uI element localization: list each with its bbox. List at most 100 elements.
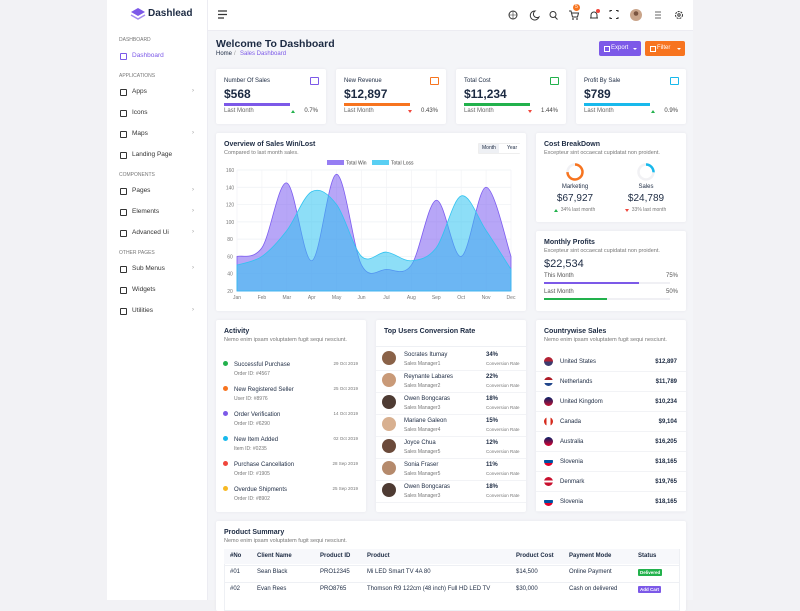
sidebar-item[interactable]: Apps <box>132 88 147 95</box>
x-tick-label: Feb <box>258 295 267 301</box>
sidebar-item[interactable]: Landing Page <box>132 151 173 158</box>
country-flag <box>544 417 553 426</box>
table-cell: Evan Rees <box>257 586 287 592</box>
activity-date: 14 Oct 2019 <box>333 411 358 416</box>
row-divider <box>536 471 686 472</box>
user-role: Sales Manager5 <box>404 449 441 455</box>
sidebar-item[interactable]: Sub Menus <box>132 265 165 272</box>
breadcrumb-separator: / <box>234 51 236 57</box>
user-name: Mariane Galeon <box>404 418 447 424</box>
table-header-cell: Payment Mode <box>569 553 612 559</box>
profit-bar <box>544 282 639 284</box>
user-rate-label: Conversion Rate <box>486 405 520 410</box>
card-title: Cost BreakDown <box>544 141 601 148</box>
menu-toggle[interactable] <box>218 10 228 19</box>
y-tick-label: 40 <box>227 272 233 278</box>
product-summary-card: Product Summary Nemo enim ipsam voluptate… <box>216 521 686 611</box>
x-tick-label: Nov <box>482 295 491 301</box>
toggle-option[interactable]: Year <box>504 144 521 153</box>
user-rate-label: Conversion Rate <box>486 427 520 432</box>
header-button[interactable]: Filter <box>645 41 685 56</box>
activity-title: Successful Purchase <box>234 362 291 368</box>
page-title: Welcome To Dashboard <box>216 38 335 50</box>
legend-label: Total Win <box>346 161 367 167</box>
card-subtitle: Excepteur sint occaecat cupidatat non pr… <box>544 248 660 254</box>
activity-date: 28 Sep 2019 <box>332 461 358 466</box>
table-cell: Thomson R9 122cm (48 inch) Full HD LED T… <box>367 586 491 592</box>
y-tick-label: 80 <box>227 237 233 243</box>
y-tick-label: 160 <box>226 168 235 174</box>
user-rate-label: Conversion Rate <box>486 383 520 388</box>
activity-title: Purchase Cancellation <box>234 462 295 468</box>
activity-dot <box>223 386 228 391</box>
activity-sub: Order ID: #1905 <box>234 471 270 477</box>
breadcrumb-home[interactable]: Home <box>216 51 233 57</box>
user-rate: 11% <box>486 462 498 468</box>
sales-chart: 20 40 60 80 100 120 140 160 Jan Feb Mar Apr May Jun Ju… <box>226 160 516 301</box>
stat-change: 0.7% <box>304 108 318 114</box>
sidebar-item[interactable]: Dashboard <box>132 52 164 59</box>
top-users-card: Top Users Conversion Rate Socrates Itumay… <box>376 320 526 512</box>
user-rate: 34% <box>486 352 499 358</box>
y-tick-label: 140 <box>226 185 235 191</box>
sidebar-item[interactable]: Icons <box>132 109 148 116</box>
table-cell: $30,000 <box>516 586 538 592</box>
user-rate: 18% <box>486 396 499 402</box>
row-divider <box>224 582 679 583</box>
stat-card: New Revenue $12,897 Last Month 0.43% <box>336 69 446 124</box>
activity-title: Order Verification <box>234 412 281 418</box>
user-avatar <box>382 439 396 453</box>
row-divider <box>376 414 526 415</box>
user-avatar <box>382 373 396 387</box>
breakdown-value: $24,789 <box>627 193 665 204</box>
x-tick-label: Oct <box>457 295 465 301</box>
sidebar-icon <box>120 89 127 96</box>
stat-card: Number Of Sales $568 Last Month 0.7% <box>216 69 326 124</box>
stat-card: Total Cost $11,234 Last Month 1.44% <box>456 69 566 124</box>
stat-change: 0.43% <box>420 108 438 114</box>
sidebar-item[interactable]: Advanced Ui <box>132 229 169 236</box>
row-divider <box>376 436 526 437</box>
toggle-option[interactable]: Month <box>479 144 499 153</box>
country-flag <box>544 397 553 406</box>
country-amount: $16,205 <box>655 439 677 445</box>
breakdown-label: Sales <box>638 184 654 190</box>
submenu-chevron: › <box>192 265 194 271</box>
country-flag <box>544 477 553 486</box>
sidebar-section-title: COMPONENTS <box>119 172 155 178</box>
sidebar-item[interactable]: Pages <box>132 187 151 194</box>
table-cell: #01 <box>230 569 241 575</box>
activity-sub: Order ID: #6290 <box>234 421 270 427</box>
user-name: Owen Bongcaras <box>404 484 451 490</box>
user-rate: 12% <box>486 440 499 446</box>
legend-swatch <box>327 160 344 165</box>
chart-title: Overview of Sales Win/Lost <box>224 141 316 148</box>
country-amount: $9,104 <box>658 419 677 425</box>
table-cell: $14,500 <box>516 569 538 575</box>
table-header-cell: Product Cost <box>516 553 554 559</box>
stat-label: Total Cost <box>464 78 491 84</box>
sidebar-item[interactable]: Utilities <box>132 307 153 314</box>
country-name: Canada <box>560 419 582 425</box>
stat-sub: Last Month <box>584 108 614 114</box>
button-caret <box>677 48 681 50</box>
breakdown-rings <box>566 163 655 181</box>
table-cell: Online Payment <box>569 569 612 575</box>
sidebar-icon <box>120 287 127 294</box>
stat-label: Profit By Sale <box>584 78 621 84</box>
country-flag <box>544 357 553 366</box>
card-subtitle: Nemo enim ipsam voluptatem fugit sequi n… <box>224 538 347 544</box>
sidebar-item[interactable]: Maps <box>132 130 148 137</box>
sidebar-item[interactable]: Widgets <box>132 286 156 293</box>
user-avatar <box>382 395 396 409</box>
activity-sub: Item ID: #0235 <box>234 446 267 452</box>
stat-icon <box>550 77 559 85</box>
user-avatar <box>382 461 396 475</box>
trend-arrow <box>528 110 532 113</box>
x-tick-label: May <box>332 295 342 301</box>
table-header-cell: Client Name <box>257 553 292 559</box>
sidebar-item[interactable]: Elements <box>132 208 160 215</box>
table-header-cell: Product <box>367 553 390 559</box>
header-button[interactable]: Export <box>599 41 641 56</box>
